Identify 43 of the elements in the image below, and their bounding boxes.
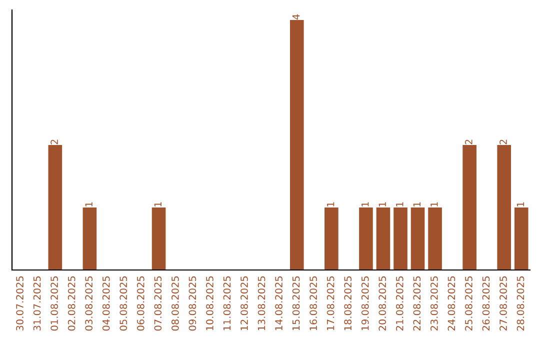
- x-tick-label: 24.08.2025: [448, 276, 456, 331]
- x-tick-label: 25.08.2025: [465, 276, 472, 331]
- x-tick-label: 12.08.2025: [240, 276, 248, 330]
- x-tick-label: 04.08.2025: [102, 276, 110, 331]
- data-label: 2: [500, 140, 507, 144]
- x-tick-label: 31.07.2025: [33, 276, 41, 330]
- x-tick-label: 13.08.2025: [258, 276, 266, 330]
- data-label: 1: [396, 202, 404, 206]
- x-tick-label: 17.08.2025: [326, 276, 334, 330]
- x-tick-label: 02.08.2025: [68, 276, 76, 331]
- x-tick-label: 28.08.2025: [516, 276, 524, 331]
- x-tick-label: 22.08.2025: [413, 276, 421, 331]
- x-tick-label: 15.08.2025: [292, 276, 300, 330]
- x-tick-label: 16.08.2025: [310, 276, 317, 330]
- x-tick-label: 07.08.2025: [154, 276, 162, 331]
- data-label: 1: [413, 202, 420, 206]
- x-tick-label: 14.08.2025: [275, 276, 282, 330]
- x-tick-label: 01.08.2025: [50, 276, 58, 331]
- x-tick-label: 20.08.2025: [378, 276, 386, 331]
- x-tick-label: 11.08.2025: [223, 276, 231, 330]
- data-label: 4: [292, 14, 300, 20]
- data-label: 1: [378, 202, 386, 206]
- x-tick-label: 09.08.2025: [188, 276, 196, 331]
- x-tick-label: 08.08.2025: [172, 276, 179, 331]
- x-tick-label: 19.08.2025: [361, 276, 369, 330]
- x-tick-label: 26.08.2025: [482, 276, 490, 331]
- x-tick-label: 06.08.2025: [136, 276, 144, 331]
- data-label: 1: [154, 202, 162, 206]
- x-tick-label: 27.08.2025: [500, 276, 507, 331]
- data-label: 1: [516, 202, 524, 206]
- data-label: 1: [362, 202, 369, 206]
- data-label: 2: [465, 140, 472, 144]
- data-label: 1: [85, 202, 92, 206]
- x-tick-label: 03.08.2025: [85, 276, 93, 331]
- x-tick-label: 21.08.2025: [396, 276, 404, 331]
- x-tick-label: 10.08.2025: [206, 276, 214, 330]
- x-tick-label: 23.08.2025: [430, 276, 438, 331]
- data-label: 1: [327, 202, 334, 206]
- x-tick-label: 18.08.2025: [344, 276, 352, 330]
- data-label: 2: [50, 140, 58, 144]
- data-label: 1: [430, 202, 438, 206]
- x-tick-label: 30.07.2025: [16, 276, 24, 330]
- x-tick-label: 05.08.2025: [120, 276, 128, 331]
